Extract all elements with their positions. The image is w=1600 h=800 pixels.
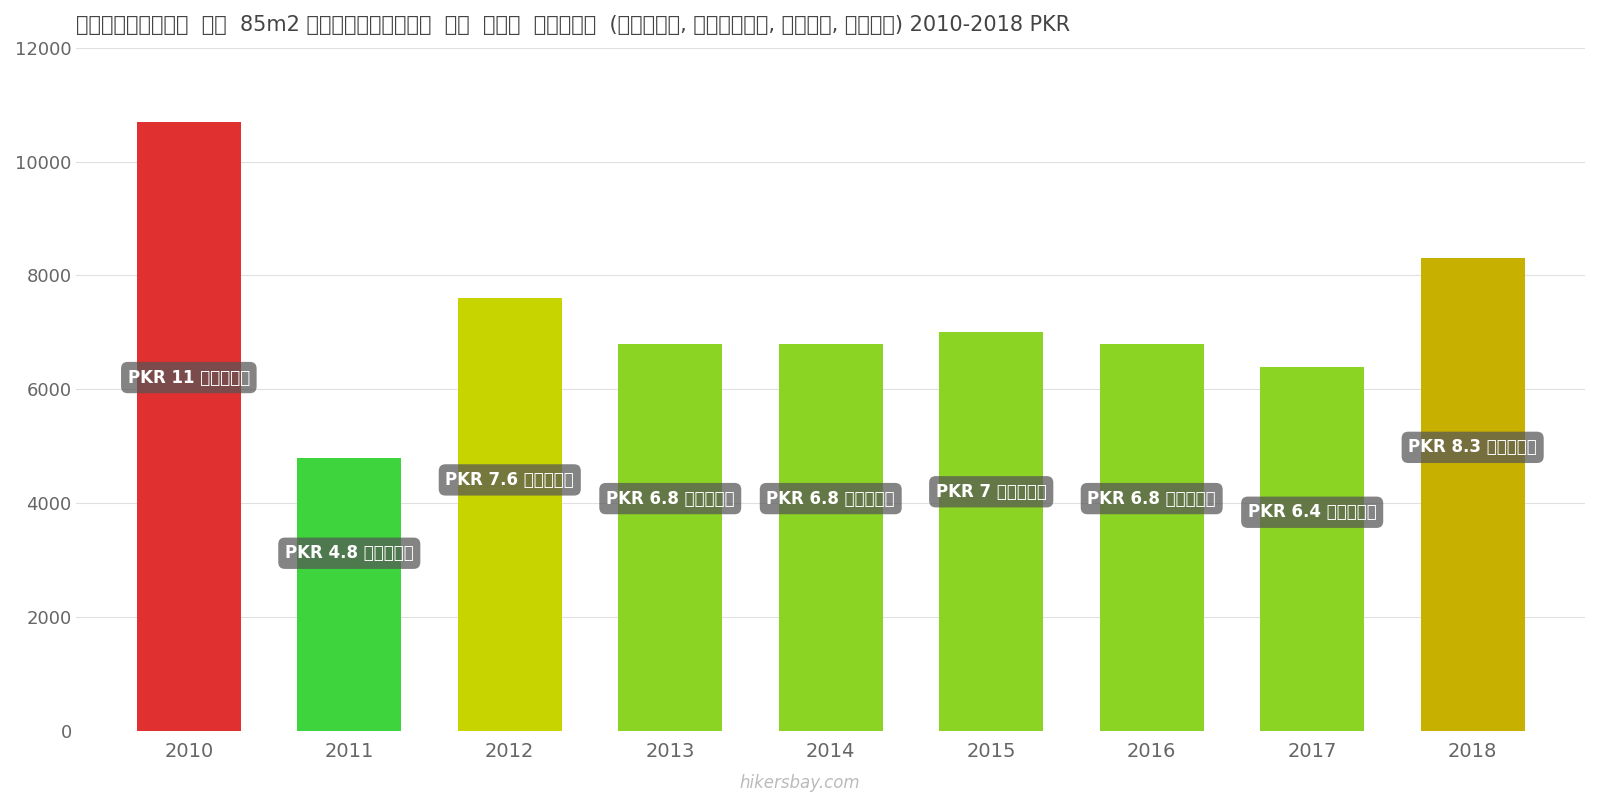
Text: PKR 6.8 हज़ार: PKR 6.8 हज़ार: [766, 490, 894, 507]
Text: PKR 7 हज़ार: PKR 7 हज़ार: [936, 482, 1046, 501]
Bar: [618, 344, 723, 731]
Text: PKR 4.8 हज़ार: PKR 4.8 हज़ार: [285, 544, 414, 562]
Bar: [779, 344, 883, 731]
Text: PKR 8.3 हज़ार: PKR 8.3 हज़ार: [1408, 438, 1538, 456]
Bar: [298, 458, 402, 731]
Text: पाकिस्तान  एक  85m2 अपार्टमेंट  के  लिए  शुल्क  (बिजली, हीटिंग, पानी, कचरा) 2010: पाकिस्तान एक 85m2 अपार्टमेंट के लिए शुल्…: [77, 15, 1070, 35]
Bar: [136, 122, 242, 731]
Text: PKR 6.8 हज़ार: PKR 6.8 हज़ार: [1088, 490, 1216, 507]
Text: hikersbay.com: hikersbay.com: [739, 774, 861, 792]
Text: PKR 11 हज़ार: PKR 11 हज़ार: [128, 369, 250, 386]
Bar: [1421, 258, 1525, 731]
Text: PKR 6.4 हज़ार: PKR 6.4 हज़ार: [1248, 503, 1376, 522]
Bar: [1261, 366, 1365, 731]
Bar: [939, 332, 1043, 731]
Bar: [458, 298, 562, 731]
Text: PKR 6.8 हज़ार: PKR 6.8 हज़ार: [606, 490, 734, 507]
Text: PKR 7.6 हज़ार: PKR 7.6 हज़ार: [445, 471, 574, 489]
Bar: [1099, 344, 1203, 731]
